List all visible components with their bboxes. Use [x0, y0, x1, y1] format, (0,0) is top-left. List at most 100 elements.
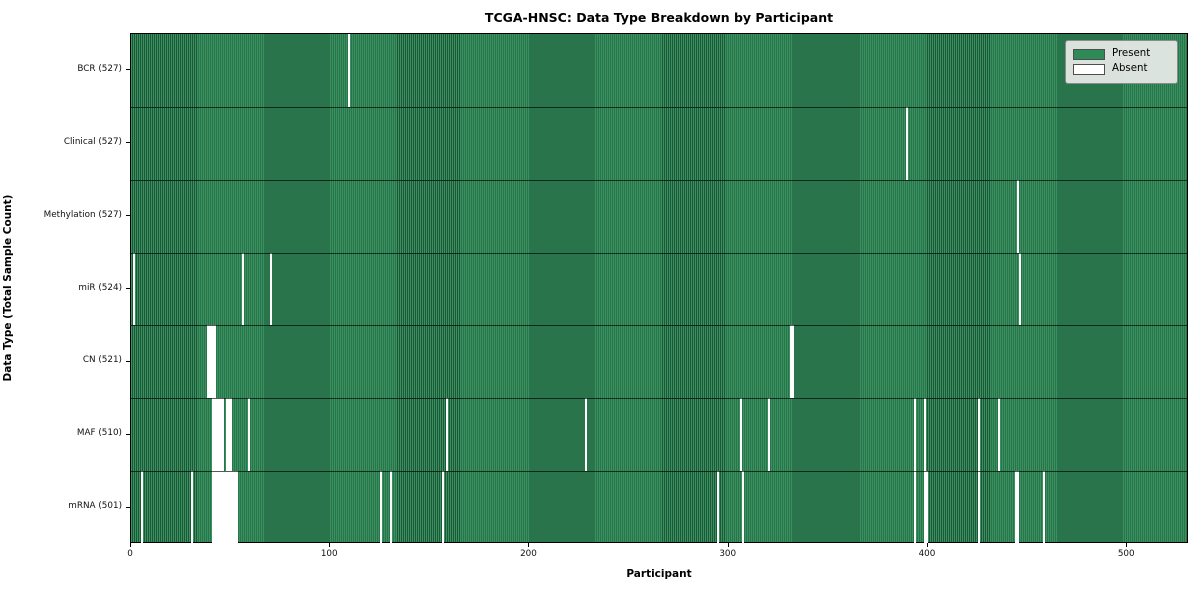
xtick-mark	[1126, 543, 1128, 547]
absent-stripe-maf-435	[997, 398, 1000, 472]
absent-stripe-maf-48	[226, 398, 229, 472]
absent-stripe-cn-41	[212, 325, 215, 399]
legend-absent-label: Absent	[1112, 63, 1148, 75]
row-divider	[131, 398, 1187, 400]
ytick-mark	[126, 360, 130, 362]
absent-stripe-mrna-5	[140, 471, 143, 544]
absent-stripe-mrna-444	[1015, 471, 1018, 544]
absent-stripe-bcr-109	[347, 34, 350, 107]
ytick-mark	[126, 215, 130, 217]
row-divider	[131, 179, 1187, 181]
absent-stripe-maf-46	[222, 398, 225, 472]
row-divider	[131, 252, 1187, 254]
ytick-label-mir: miR (524)	[78, 282, 122, 293]
absent-stripe-mrna-46	[222, 471, 225, 544]
chart-row-methylation	[131, 179, 1187, 253]
absent-stripe-maf-306	[740, 398, 743, 472]
legend-present-label: Present	[1112, 48, 1151, 60]
xtick-mark	[727, 543, 729, 547]
x-axis-label: Participant	[626, 568, 692, 580]
absent-stripe-mrna-47	[224, 471, 227, 544]
absent-stripe-mrna-52	[234, 471, 237, 544]
absent-stripe-mrna-30	[190, 471, 193, 544]
absent-stripe-mrna-42	[214, 471, 217, 544]
absent-stripe-maf-41	[212, 398, 215, 472]
absent-stripe-mrna-43	[216, 471, 219, 544]
absent-stripe-maf-158	[445, 398, 448, 472]
chart-row-cn	[131, 325, 1187, 399]
absent-stripe-maf-50	[230, 398, 233, 472]
absent-stripe-maf-45	[220, 398, 223, 472]
absent-stripe-maf-398	[923, 398, 926, 472]
absent-stripe-mrna-458	[1043, 471, 1046, 544]
absent-stripe-mrna-48	[226, 471, 229, 544]
ytick-label-mrna: mRNA (501)	[68, 501, 122, 512]
row-divider	[131, 325, 1187, 327]
ytick-label-clinical: Clinical (527)	[63, 136, 122, 147]
xtick-label-400: 400	[918, 549, 936, 559]
ytick-mark	[126, 142, 130, 144]
xtick-mark	[528, 543, 530, 547]
absent-stripe-cn-331	[790, 325, 793, 399]
chart-row-bcr	[131, 34, 1187, 107]
ytick-label-cn: CN (521)	[82, 355, 122, 366]
absent-stripe-cn-39	[208, 325, 211, 399]
absent-stripe-mrna-307	[742, 471, 745, 544]
legend-item-present: Present	[1073, 47, 1169, 62]
absent-stripe-mrna-399	[925, 471, 928, 544]
absent-stripe-maf-42	[214, 398, 217, 472]
absent-stripe-mir-70	[270, 252, 273, 326]
absent-stripe-maf-43	[216, 398, 219, 472]
chart-row-clinical	[131, 106, 1187, 180]
legend-item-absent: Absent	[1073, 62, 1169, 77]
absent-stripe-maf-59	[248, 398, 251, 472]
present-swatch	[1073, 49, 1105, 60]
xtick-label-300: 300	[719, 549, 737, 559]
absent-stripe-maf-49	[228, 398, 231, 472]
plot-area: Present Absent	[130, 33, 1188, 544]
row-divider	[131, 106, 1187, 108]
chart-row-mrna	[131, 471, 1187, 544]
absent-stripe-mrna-398	[923, 471, 926, 544]
absent-stripe-mrna-130	[389, 471, 392, 544]
xtick-mark	[329, 543, 331, 547]
xtick-label-500: 500	[1117, 549, 1135, 559]
row-divider	[131, 471, 1187, 473]
absent-stripe-mrna-156	[441, 471, 444, 544]
absent-stripe-mrna-393	[913, 471, 916, 544]
absent-stripe-mir-1	[132, 252, 135, 326]
absent-stripe-mir-446	[1019, 252, 1022, 326]
absent-stripe-mrna-51	[232, 471, 235, 544]
absent-stripe-mir-56	[242, 252, 245, 326]
absent-stripe-mrna-44	[218, 471, 221, 544]
ytick-label-maf: MAF (510)	[76, 428, 122, 439]
xtick-label-100: 100	[320, 549, 338, 559]
absent-stripe-maf-228	[585, 398, 588, 472]
ytick-label-bcr: BCR (527)	[77, 63, 122, 74]
legend: Present Absent	[1065, 40, 1178, 84]
absent-stripe-mrna-445	[1017, 471, 1020, 544]
xtick-mark	[130, 543, 131, 547]
ytick-mark	[126, 433, 130, 435]
absent-swatch	[1073, 64, 1105, 75]
ytick-mark	[126, 288, 130, 289]
absent-stripe-mrna-41	[212, 471, 215, 544]
xtick-mark	[926, 543, 928, 547]
ytick-label-methylation: Methylation (527)	[43, 209, 122, 220]
xtick-label-200: 200	[520, 549, 537, 559]
ytick-mark	[126, 69, 130, 71]
absent-stripe-mrna-125	[379, 471, 382, 544]
absent-stripe-mrna-53	[236, 471, 239, 544]
absent-stripe-mrna-425	[977, 471, 980, 544]
chart-row-maf	[131, 398, 1187, 472]
absent-stripe-methylation-445	[1017, 179, 1020, 253]
absent-stripe-maf-320	[768, 398, 771, 472]
absent-stripe-cn-38	[206, 325, 209, 399]
absent-stripe-cn-42	[214, 325, 217, 399]
ytick-mark	[126, 506, 130, 508]
absent-stripe-cn-332	[792, 325, 795, 399]
chart-row-mir	[131, 252, 1187, 326]
absent-stripe-clinical-389	[905, 106, 908, 180]
absent-stripe-maf-393	[913, 398, 916, 472]
